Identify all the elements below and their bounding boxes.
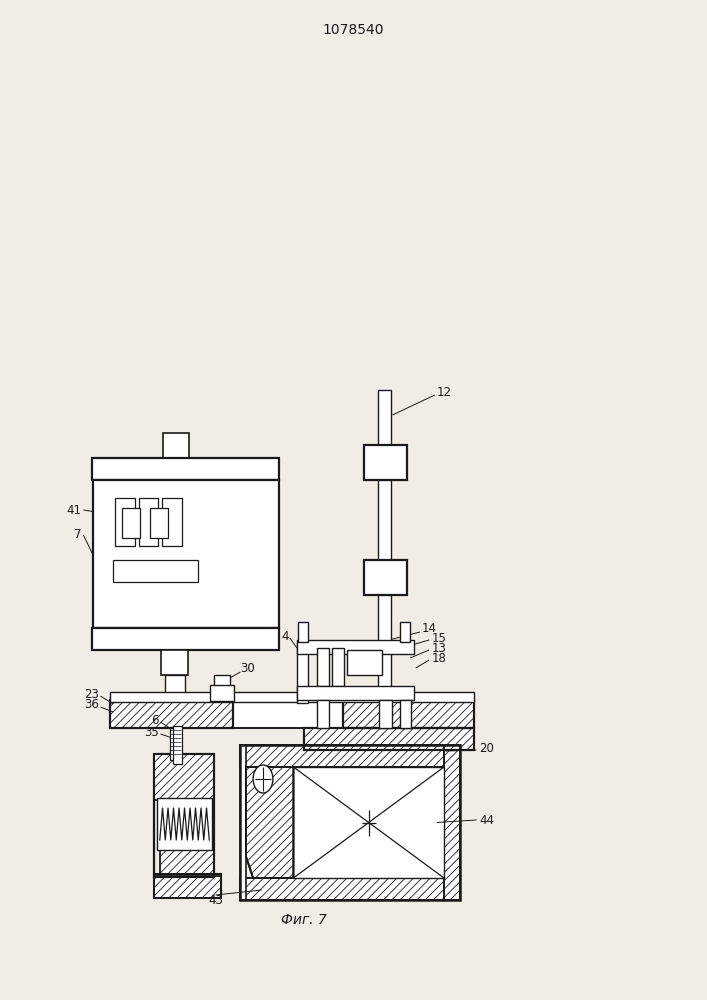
Bar	[165, 675, 185, 700]
Text: 36: 36	[84, 698, 99, 712]
Bar	[92, 458, 279, 480]
Bar	[150, 508, 168, 538]
Bar	[343, 700, 474, 728]
Bar	[332, 648, 344, 686]
Bar	[304, 728, 474, 750]
Bar	[297, 643, 308, 703]
Bar	[240, 745, 460, 900]
Bar	[154, 754, 214, 800]
Text: 12: 12	[437, 386, 452, 399]
Text: 1078540: 1078540	[323, 23, 384, 37]
Text: 43: 43	[208, 894, 223, 906]
Text: 14: 14	[422, 621, 437, 635]
Text: 18: 18	[431, 652, 446, 664]
Bar	[379, 700, 392, 728]
Bar	[214, 675, 230, 701]
Bar	[154, 754, 214, 877]
Bar	[170, 728, 181, 760]
Bar	[297, 640, 414, 654]
Bar	[92, 628, 279, 650]
Bar	[304, 728, 474, 750]
Bar	[162, 498, 182, 546]
Text: Фиг. 7: Фиг. 7	[281, 913, 327, 927]
Bar	[400, 700, 411, 728]
Bar	[105, 480, 122, 628]
Text: 44: 44	[479, 814, 494, 826]
Bar	[364, 560, 407, 595]
Bar	[239, 480, 256, 628]
Bar	[173, 726, 182, 764]
Bar	[378, 480, 391, 560]
Bar	[317, 648, 329, 686]
Text: 30: 30	[240, 662, 255, 674]
Text: 13: 13	[431, 642, 446, 654]
Bar	[161, 650, 188, 675]
Bar	[122, 508, 140, 538]
Text: Фиг. 8: Фиг. 8	[246, 768, 291, 782]
Text: 41: 41	[66, 504, 81, 516]
Bar	[400, 622, 410, 642]
Bar	[160, 850, 214, 874]
Bar	[240, 878, 460, 900]
Bar	[444, 745, 460, 900]
Text: 6: 6	[151, 714, 159, 726]
Bar	[378, 595, 391, 700]
Bar	[157, 798, 212, 850]
Bar	[298, 622, 308, 642]
Text: 4: 4	[281, 631, 288, 644]
Bar	[240, 745, 460, 767]
Bar	[93, 480, 279, 628]
Bar	[113, 560, 198, 582]
Bar	[110, 700, 233, 728]
Bar	[317, 700, 329, 728]
Text: 20: 20	[479, 742, 494, 754]
Bar	[364, 445, 407, 480]
Bar	[115, 498, 135, 546]
Text: 35: 35	[144, 726, 159, 738]
Bar	[110, 692, 474, 702]
Bar	[139, 498, 158, 546]
Bar	[293, 767, 444, 878]
Bar	[297, 686, 414, 700]
Bar	[163, 433, 189, 458]
Bar	[240, 745, 246, 900]
Text: 23: 23	[84, 688, 99, 700]
Bar	[343, 700, 474, 728]
Bar	[233, 700, 343, 728]
Circle shape	[253, 765, 273, 793]
Bar	[210, 685, 234, 701]
Text: 15: 15	[431, 632, 446, 645]
Bar	[378, 390, 391, 445]
Bar	[110, 700, 233, 728]
Bar	[154, 874, 221, 898]
Bar	[347, 650, 382, 675]
Bar	[154, 876, 221, 898]
Polygon shape	[246, 767, 293, 878]
Text: 7: 7	[74, 528, 81, 542]
